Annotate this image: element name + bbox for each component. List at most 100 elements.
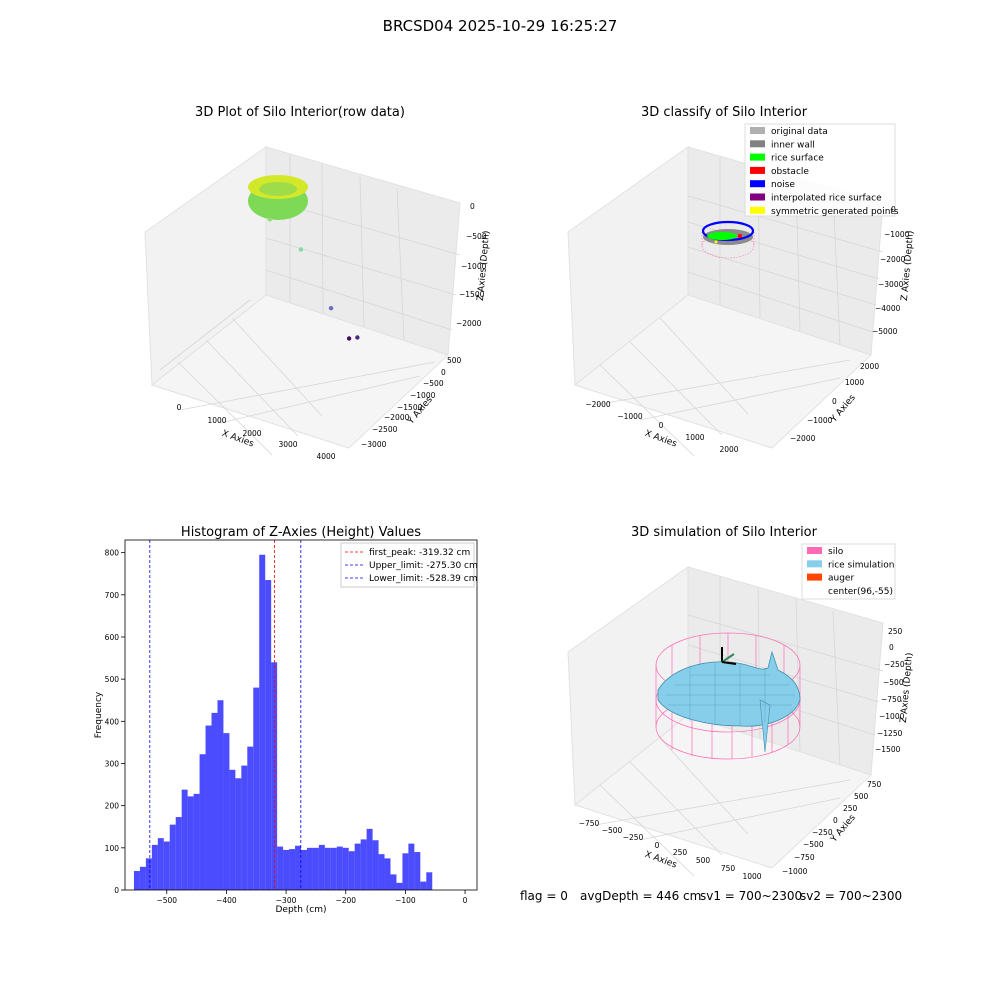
footer-flag: flag = 0 (520, 889, 568, 903)
raw-silo-cloud-inner (259, 182, 297, 196)
simulation-panel-title: 3D simulation of Silo Interior (631, 525, 818, 540)
hist-bar (133, 871, 140, 890)
classify-panel-title: 3D classify of Silo Interior (641, 105, 808, 120)
svg-text:0: 0 (832, 397, 837, 406)
classify-legend-swatch (750, 180, 765, 188)
svg-text:−1000: −1000 (410, 391, 436, 400)
svg-text:1000: 1000 (845, 378, 864, 387)
classify-legend-label: inner wall (771, 140, 815, 150)
svg-text:−3000: −3000 (878, 280, 904, 289)
classify-y-ticks: 2000 1000 0 −1000 −2000 (790, 362, 879, 443)
hist-bar (414, 852, 421, 890)
classify-legend-swatch (750, 140, 765, 148)
hist-bar (217, 700, 224, 890)
svg-text:−750: −750 (794, 853, 815, 862)
hist-x-tick-label: −200 (335, 896, 356, 905)
hist-legend-label: first_peak: -319.32 cm (369, 548, 470, 558)
hist-bar (426, 872, 433, 890)
hist-y-ticks: 0 100 200 300 400 500 600 700 800 (105, 549, 125, 895)
panel-raw-3d[interactable]: 3D Plot of Silo Interior(row data) 0 100… (144, 105, 492, 461)
hist-bar (324, 847, 331, 890)
hist-y-tick-label: 300 (105, 759, 120, 768)
sim-floor-pane (573, 714, 872, 869)
hist-y-tick-label: 600 (105, 633, 120, 642)
svg-text:1000: 1000 (207, 416, 226, 425)
svg-text:−1000: −1000 (461, 262, 487, 271)
panel-histogram[interactable]: Histogram of Z-Axies (Height) Values −50… (94, 525, 478, 915)
panel-simulation-3d[interactable]: 3D simulation of Silo Interior (567, 525, 915, 881)
hist-y-tick-label: 0 (114, 886, 119, 895)
svg-text:−1000: −1000 (884, 230, 910, 239)
hist-bar (283, 849, 290, 890)
svg-text:−250: −250 (884, 660, 905, 669)
classify-interp-lower-ring (701, 233, 755, 259)
hist-bar (289, 849, 296, 890)
hist-y-tick-label: 800 (105, 549, 120, 558)
svg-text:−1000: −1000 (807, 416, 833, 425)
hist-bar (265, 580, 272, 890)
hist-bar (384, 858, 391, 890)
sim-legend-label: auger (828, 574, 854, 584)
sim-surface-mesh (665, 662, 795, 726)
raw-outlier-point (346, 336, 352, 341)
raw-outlier-point (328, 305, 334, 311)
svg-text:−4000: −4000 (875, 304, 901, 313)
svg-text:−500: −500 (423, 379, 444, 388)
svg-text:0: 0 (177, 403, 182, 412)
svg-text:1000: 1000 (685, 433, 704, 442)
sim-legend-label: silo (828, 547, 844, 557)
classify-legend-label: obstacle (771, 167, 809, 177)
raw-outlier-point (298, 247, 304, 252)
hist-bar (151, 844, 158, 890)
svg-text:−2000: −2000 (880, 255, 906, 264)
hist-title: Histogram of Z-Axies (Height) Values (181, 525, 421, 540)
classify-legend-swatch (750, 206, 765, 214)
hist-bar (181, 789, 188, 890)
raw-outlier-points (267, 217, 360, 341)
raw-outlier-point (355, 335, 360, 340)
hist-x-label: Depth (cm) (275, 905, 326, 915)
svg-text:−250: −250 (623, 833, 644, 842)
classify-legend-items: original data inner wall rice surface obsta… (750, 127, 899, 217)
svg-text:2000: 2000 (719, 445, 738, 454)
hist-bar (235, 778, 242, 890)
hist-y-tick-label: 100 (105, 844, 120, 853)
svg-text:0: 0 (470, 202, 475, 211)
raw-panel-title: 3D Plot of Silo Interior(row data) (195, 105, 405, 120)
panel-classify-3d[interactable]: 3D classify of Silo Interior original da… (567, 105, 916, 457)
svg-text:500: 500 (447, 356, 462, 365)
sim-y-ticks: 750 500 250 0 −250 −500 −750 −1000 (782, 780, 882, 876)
raw-outlier-point (267, 217, 273, 222)
svg-text:−1000: −1000 (617, 412, 643, 421)
footer-sv2: sv2 = 700~2300 (800, 889, 902, 903)
svg-text:2000: 2000 (242, 429, 261, 438)
sim-legend-items: silo rice simulation auger center(96,-55) (807, 547, 894, 597)
hist-legend-label: Lower_limit: -528.39 cm (369, 574, 477, 584)
classify-x-label: X Axies (643, 429, 678, 450)
classify-legend-label: symmetric generated points (771, 207, 899, 217)
svg-text:750: 750 (867, 780, 882, 789)
hist-bar (199, 754, 206, 890)
hist-bar (402, 853, 409, 890)
hist-bar (247, 746, 254, 890)
svg-text:0: 0 (441, 368, 446, 377)
hist-y-tick-label: 200 (105, 802, 120, 811)
classify-legend-swatch (750, 193, 765, 201)
classify-legend-swatch (750, 153, 765, 161)
svg-text:3000: 3000 (278, 440, 297, 449)
hist-bar (390, 874, 397, 890)
hist-bar (366, 828, 373, 890)
hist-y-label: Frequency (94, 691, 104, 738)
hist-bar (295, 845, 301, 890)
hist-bar (163, 841, 170, 890)
svg-text:−500: −500 (466, 232, 487, 241)
sim-x-ticks: −750 −500 −250 0 250 500 750 1000 (579, 819, 762, 881)
hist-bar (157, 838, 164, 890)
svg-text:0: 0 (659, 421, 664, 430)
hist-bar (205, 725, 212, 890)
svg-text:−1500: −1500 (875, 745, 901, 754)
sim-axis-y-arrow (721, 653, 735, 663)
hist-bar (378, 854, 385, 890)
raw-x-ticks: 0 1000 2000 3000 4000 (177, 403, 336, 461)
